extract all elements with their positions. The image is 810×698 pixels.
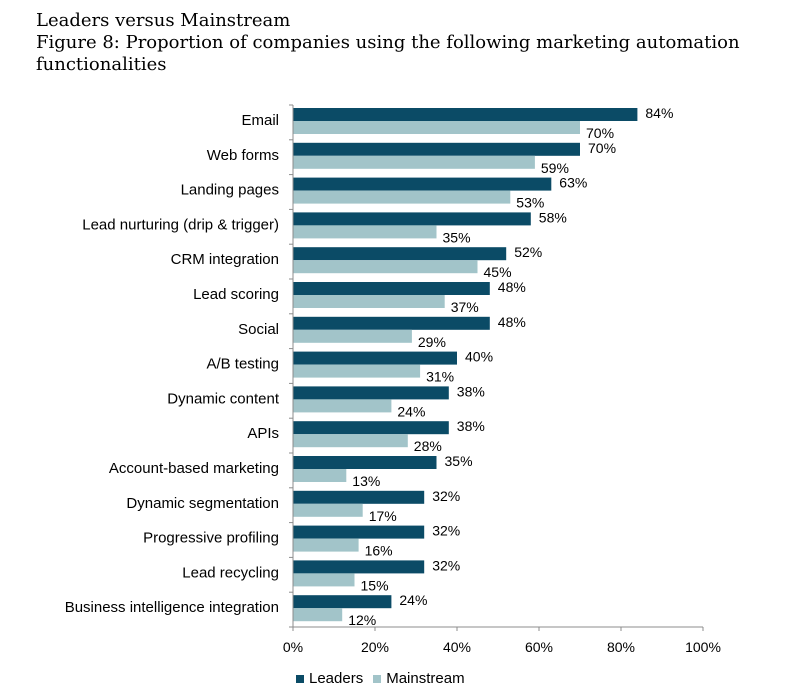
chart-titles: Leaders versus Mainstream Figure 8: Prop… [36, 10, 776, 76]
category-label-crm-integration: CRM integration [171, 251, 279, 268]
value-label-mainstream-apis: 28% [414, 438, 442, 454]
bar-leaders-dynamic-content [293, 386, 449, 400]
chart-legend: Leaders Mainstream [296, 670, 475, 687]
category-label-email: Email [241, 112, 279, 129]
value-label-leaders-apis: 38% [457, 418, 485, 434]
bar-leaders-business-intelligence-integration [293, 595, 392, 609]
x-tick-label-100: 100% [685, 639, 721, 655]
value-label-leaders-business-intelligence-integration: 24% [399, 592, 427, 608]
bar-leaders-email [293, 108, 638, 121]
category-label-business-intelligence-integration: Business intelligence integration [65, 599, 279, 616]
category-label-lead-nurturing-drip-trigger: Lead nurturing (drip & trigger) [82, 216, 279, 233]
value-label-leaders-lead-recycling: 32% [432, 557, 460, 573]
category-label-progressive-profiling: Progressive profiling [143, 530, 279, 547]
bar-leaders-landing-pages [293, 177, 552, 191]
bar-leaders-web-forms [293, 142, 580, 156]
bar-mainstream-lead-recycling [293, 573, 355, 587]
value-label-leaders-email: 84% [645, 105, 673, 121]
value-label-mainstream-dynamic-segmentation: 17% [369, 508, 397, 524]
value-label-mainstream-a-b-testing: 31% [426, 369, 454, 385]
category-label-lead-scoring: Lead scoring [193, 286, 279, 303]
bar-mainstream-business-intelligence-integration [293, 608, 343, 622]
value-label-mainstream-crm-integration: 45% [484, 264, 512, 280]
category-label-web-forms: Web forms [207, 147, 279, 164]
value-label-mainstream-email: 70% [586, 125, 614, 141]
value-label-leaders-landing-pages: 63% [559, 175, 587, 191]
value-label-leaders-account-based-marketing: 35% [445, 453, 473, 469]
legend-item-leaders: Leaders [296, 670, 363, 687]
value-label-leaders-progressive-profiling: 32% [432, 523, 460, 539]
bar-mainstream-lead-nurturing-drip-trigger [293, 225, 437, 239]
category-label-apis: APIs [247, 425, 279, 442]
category-label-landing-pages: Landing pages [181, 182, 279, 199]
value-label-mainstream-lead-recycling: 15% [361, 577, 389, 593]
legend-swatch-leaders [296, 674, 304, 683]
bar-mainstream-landing-pages [293, 190, 511, 204]
value-label-mainstream-progressive-profiling: 16% [365, 543, 393, 559]
bar-mainstream-crm-integration [293, 260, 478, 274]
bar-leaders-lead-recycling [293, 560, 425, 574]
value-label-leaders-web-forms: 70% [588, 140, 616, 156]
bar-leaders-lead-nurturing-drip-trigger [293, 212, 531, 226]
value-label-leaders-lead-nurturing-drip-trigger: 58% [539, 209, 567, 225]
chart-title: Leaders versus Mainstream [36, 10, 291, 31]
bar-leaders-social [293, 316, 490, 330]
bar-mainstream-account-based-marketing [293, 469, 347, 482]
bar-mainstream-email [293, 121, 580, 134]
category-label-a-b-testing: A/B testing [206, 356, 279, 373]
x-tick-label-0: 0% [283, 639, 303, 655]
value-label-mainstream-landing-pages: 53% [516, 195, 544, 211]
value-label-mainstream-account-based-marketing: 13% [352, 473, 380, 489]
bar-mainstream-dynamic-content [293, 399, 392, 413]
category-label-dynamic-segmentation: Dynamic segmentation [126, 495, 279, 512]
bar-leaders-apis [293, 421, 449, 435]
x-tick-label-80: 80% [607, 639, 635, 655]
bar-leaders-progressive-profiling [293, 525, 425, 539]
category-label-social: Social [238, 321, 279, 338]
value-label-mainstream-business-intelligence-integration: 12% [348, 612, 376, 628]
category-label-dynamic-content: Dynamic content [167, 390, 280, 407]
bar-mainstream-progressive-profiling [293, 538, 359, 552]
value-label-mainstream-lead-scoring: 37% [451, 299, 479, 315]
value-label-leaders-lead-scoring: 48% [498, 279, 526, 295]
legend-label-mainstream: Mainstream [386, 670, 465, 687]
category-label-account-based-marketing: Account-based marketing [109, 460, 279, 477]
x-tick-label-40: 40% [443, 639, 471, 655]
legend-label-leaders: Leaders [309, 670, 364, 687]
bar-leaders-dynamic-segmentation [293, 490, 425, 504]
legend-swatch-mainstream [373, 674, 382, 683]
legend-item-mainstream: Mainstream [373, 670, 465, 687]
bar-mainstream-apis [293, 434, 408, 448]
value-label-mainstream-social: 29% [418, 334, 446, 350]
value-label-leaders-a-b-testing: 40% [465, 349, 493, 365]
value-label-leaders-crm-integration: 52% [514, 244, 542, 260]
x-tick-label-20: 20% [361, 639, 389, 655]
value-label-mainstream-web-forms: 59% [541, 160, 569, 176]
value-label-mainstream-lead-nurturing-drip-trigger: 35% [443, 229, 471, 245]
value-label-leaders-dynamic-content: 38% [457, 383, 485, 399]
bar-mainstream-dynamic-segmentation [293, 503, 363, 517]
value-label-leaders-dynamic-segmentation: 32% [432, 488, 460, 504]
value-label-mainstream-dynamic-content: 24% [397, 403, 425, 419]
bar-leaders-crm-integration [293, 247, 507, 261]
bar-mainstream-web-forms [293, 155, 535, 169]
chart-subtitle-line-1: Figure 8: Proportion of companies using … [36, 32, 740, 53]
bar-mainstream-a-b-testing [293, 364, 421, 378]
bar-mainstream-lead-scoring [293, 295, 445, 308]
x-tick-label-60: 60% [525, 639, 553, 655]
bar-mainstream-social [293, 329, 412, 343]
bar-leaders-a-b-testing [293, 351, 457, 365]
value-label-leaders-social: 48% [498, 314, 526, 330]
chart-subtitle-line-2: functionalities [36, 54, 167, 75]
category-label-lead-recycling: Lead recycling [182, 564, 279, 581]
bar-leaders-lead-scoring [293, 282, 490, 295]
bar-leaders-account-based-marketing [293, 456, 437, 469]
